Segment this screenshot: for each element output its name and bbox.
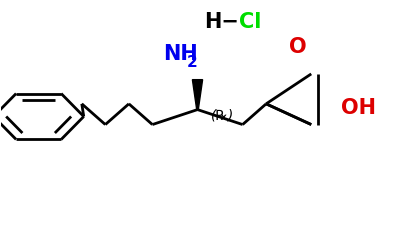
Text: 2: 2	[187, 55, 198, 70]
Text: O: O	[289, 37, 307, 57]
Polygon shape	[192, 80, 203, 110]
Text: OH: OH	[340, 98, 376, 118]
Text: H−: H−	[204, 12, 239, 32]
Text: Cl: Cl	[239, 12, 261, 32]
Text: NH: NH	[163, 44, 198, 64]
Text: (℞): (℞)	[211, 108, 235, 122]
